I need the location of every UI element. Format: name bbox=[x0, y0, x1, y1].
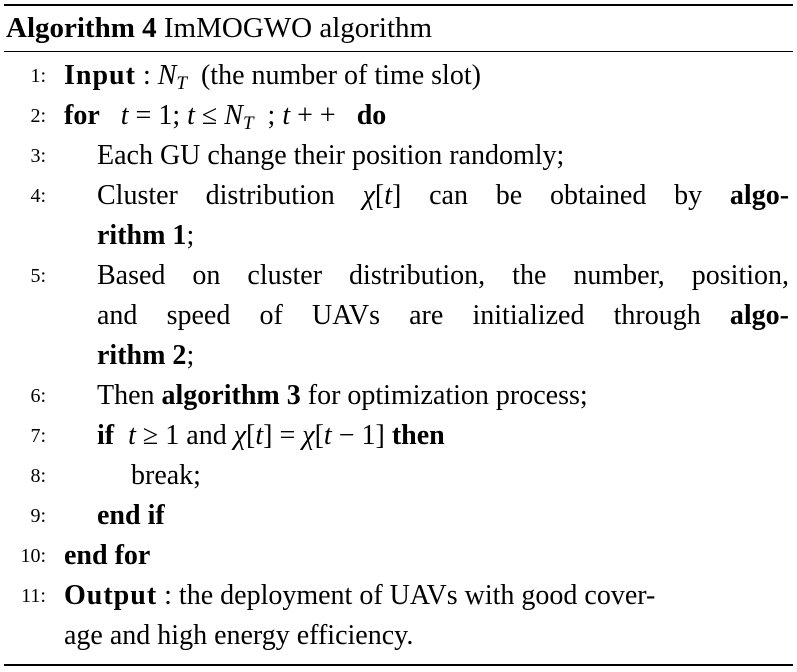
line-number: 6: bbox=[30, 385, 46, 407]
line-number: 3: bbox=[30, 145, 46, 167]
line-text: if t ≥ 1 and χ[t] = χ[t − 1] then bbox=[97, 416, 445, 456]
colon: : bbox=[135, 60, 158, 91]
bottom-rule bbox=[4, 664, 793, 666]
algo-line-11: 11: Output : the deployment of UAVs with… bbox=[0, 576, 797, 616]
for-keyword: for bbox=[64, 100, 100, 131]
line-number: 7: bbox=[30, 425, 46, 447]
text: : the deployment of UAVs with good cover… bbox=[157, 580, 656, 611]
algo-line-9: 9: end if bbox=[0, 496, 797, 536]
top-rule bbox=[4, 4, 793, 6]
input-description: (the number of time slot) bbox=[200, 60, 481, 91]
text: and bbox=[186, 420, 227, 451]
then-keyword: then bbox=[391, 420, 445, 451]
line-number: 10: bbox=[20, 545, 46, 567]
do-keyword: do bbox=[356, 100, 387, 131]
line-text: Based on cluster distribution, the numbe… bbox=[97, 260, 789, 291]
algo-line-2: 2: for t = 1; t ≤ NT ; t + + do bbox=[0, 96, 797, 136]
text: Then bbox=[97, 380, 155, 411]
text: ; bbox=[186, 220, 195, 251]
output-keyword: Output bbox=[64, 580, 158, 611]
math-loop-condition: t = 1; t ≤ NT ; t + + bbox=[120, 100, 336, 134]
caption-title: ImMOGWO algorithm bbox=[163, 12, 433, 44]
text: for optimization process; bbox=[307, 380, 588, 411]
algo-line-6: 6: Then algorithm 3 for optimization pro… bbox=[0, 376, 797, 416]
caption-label: Algorithm 4 bbox=[6, 12, 157, 44]
line-text: rithm 2; bbox=[97, 336, 194, 376]
algorithm-ref: algo- bbox=[729, 180, 790, 211]
line-number: 2: bbox=[30, 105, 46, 127]
algo-line-5: 5: Based on cluster distribution, the nu… bbox=[0, 256, 797, 296]
text: can be obtained by bbox=[429, 180, 703, 211]
text: and speed of UAVs are initialized throug… bbox=[97, 300, 701, 331]
algo-line-3: 3: Each GU change their position randoml… bbox=[0, 136, 797, 176]
algorithm-ref: rithm 2 bbox=[97, 340, 187, 371]
line-number: 4: bbox=[30, 185, 46, 207]
math-chi-equality: χ[t] = χ[t − 1] bbox=[233, 420, 385, 451]
line-number: 1: bbox=[30, 65, 46, 87]
line-text: Each GU change their position randomly; bbox=[97, 140, 565, 171]
algo-line-5-cont: and speed of UAVs are initialized throug… bbox=[0, 296, 797, 336]
algo-line-1: 1: Input : NT (the number of time slot) bbox=[0, 56, 797, 96]
algorithm-ref: rithm 1 bbox=[97, 220, 187, 251]
algorithm-ref: algo- bbox=[729, 300, 789, 331]
algo-line-4: 4: Cluster distribution χ[t] can be obta… bbox=[0, 176, 797, 216]
algorithm-caption: Algorithm 4 ImMOGWO algorithm bbox=[6, 10, 432, 46]
math-chi-t: χ[t] bbox=[362, 180, 402, 211]
algo-line-10: 10: end for bbox=[0, 536, 797, 576]
line-number: 9: bbox=[30, 505, 46, 527]
algo-line-8: 8: break; bbox=[0, 456, 797, 496]
line-text: age and high energy efficiency. bbox=[64, 620, 414, 651]
line-text: rithm 1; bbox=[97, 216, 194, 256]
line-text: and speed of UAVs are initialized throug… bbox=[97, 296, 789, 336]
if-keyword: if bbox=[97, 420, 115, 451]
line-number: 8: bbox=[30, 465, 46, 487]
algo-line-7: 7: if t ≥ 1 and χ[t] = χ[t − 1] then bbox=[0, 416, 797, 456]
line-number: 5: bbox=[30, 265, 46, 287]
math-NT: NT bbox=[157, 60, 187, 94]
line-text: break; bbox=[131, 460, 201, 491]
input-keyword: Input bbox=[64, 60, 136, 91]
text: Cluster distribution bbox=[97, 180, 335, 211]
line-text: Then algorithm 3 for optimization proces… bbox=[97, 376, 588, 416]
line-number: 11: bbox=[21, 585, 46, 607]
algo-line-4-cont: rithm 1; bbox=[0, 216, 797, 256]
caption-rule bbox=[4, 51, 793, 52]
end-for-keyword: end for bbox=[64, 540, 151, 571]
algorithm-ref: algorithm 3 bbox=[161, 380, 301, 411]
line-text: Output : the deployment of UAVs with goo… bbox=[64, 576, 655, 616]
math-t-ge-1: t ≥ 1 bbox=[128, 420, 180, 451]
algo-line-11-cont: age and high energy efficiency. bbox=[0, 616, 797, 656]
line-text: Input : NT (the number of time slot) bbox=[64, 56, 481, 96]
end-if-keyword: end if bbox=[97, 500, 165, 531]
line-text: Cluster distribution χ[t] can be obtaine… bbox=[97, 176, 789, 216]
text: ; bbox=[186, 340, 195, 371]
line-text: for t = 1; t ≤ NT ; t + + do bbox=[64, 96, 386, 136]
algo-line-5-cont2: rithm 2; bbox=[0, 336, 797, 376]
